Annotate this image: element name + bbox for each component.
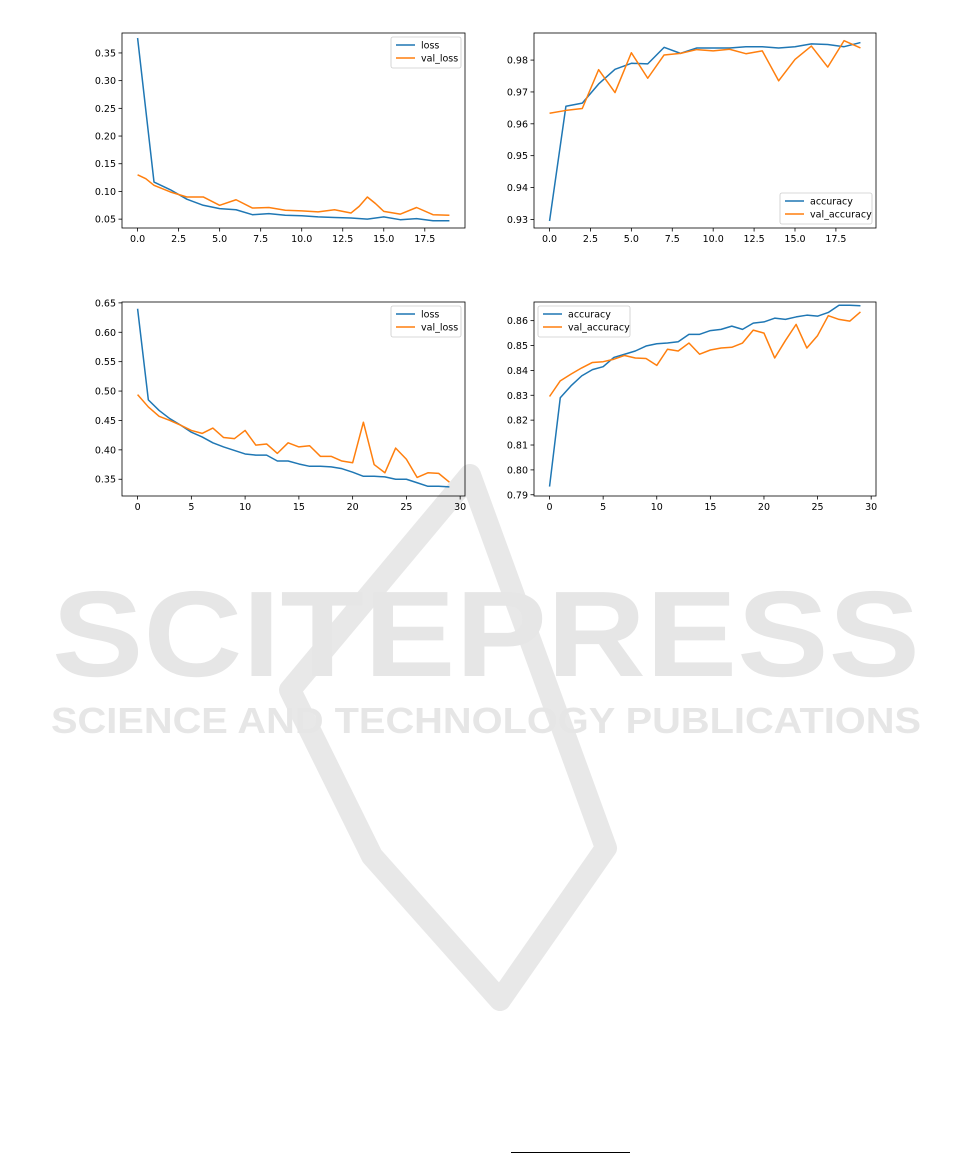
x-tick-label: 30 — [454, 502, 466, 513]
x-tick-label: 15 — [704, 502, 716, 513]
x-tick-label: 15.0 — [373, 234, 394, 245]
x-tick-label: 12.5 — [744, 234, 765, 245]
x-tick-label: 10.0 — [291, 234, 312, 245]
y-tick-label: 0.97 — [507, 87, 528, 98]
series-line-val-accuracy — [549, 39, 861, 115]
x-tick-label: 0.0 — [542, 234, 557, 245]
x-tick-label: 25 — [812, 502, 824, 513]
x-tick-label: 0 — [547, 502, 553, 513]
chart-4: 0 5 10 15 20 25 30 0.79 0.80 0.81 0.82 0.83 0.84 0.85… — [507, 301, 877, 513]
watermark-subtitle: SCIENCE AND TECHNOLOGY PUBLICATIONS — [51, 700, 921, 741]
legend: accuracy val_accuracy — [537, 305, 631, 338]
y-tick-label: 0.84 — [507, 366, 528, 377]
x-tick-label: 5.0 — [624, 234, 639, 245]
y-tick-label: 0.82 — [507, 416, 528, 427]
y-tick-label: 0.10 — [95, 187, 116, 198]
plot-frame — [121, 32, 466, 229]
x-tick-label: 25 — [400, 502, 412, 513]
y-tick-label: 0.45 — [95, 416, 116, 427]
x-tick-label: 10.0 — [703, 234, 724, 245]
series-line-loss — [136, 37, 450, 222]
chart-1: 0.0 2.5 5.0 7.5 10.0 12.5 15.0 17.5 0.05 0.10 0.15… — [95, 32, 466, 245]
chart-3: 0 5 10 15 20 25 30 0.35 0.40 0.45 0.50 0.55 0.60 0.65… — [95, 298, 466, 513]
y-tick-label: 0.40 — [95, 445, 116, 456]
y-tick-label: 0.95 — [507, 151, 528, 162]
y-tick-label: 0.30 — [95, 76, 116, 87]
y-tick-label: 0.35 — [95, 48, 116, 59]
y-tick-label: 0.94 — [507, 183, 528, 194]
x-tick-label: 5.0 — [212, 234, 227, 245]
y-tick-label: 0.35 — [95, 475, 116, 486]
y-tick-label: 0.60 — [95, 328, 116, 339]
y-tick-label: 0.20 — [95, 132, 116, 143]
x-tick-label: 5 — [188, 502, 194, 513]
x-tick-label: 2.5 — [171, 234, 186, 245]
x-tick-label: 15 — [293, 502, 305, 513]
y-tick-label: 0.65 — [95, 298, 116, 309]
legend-label-accuracy: accuracy — [568, 310, 611, 321]
legend-label-loss: loss — [421, 310, 439, 321]
legend-label-accuracy: accuracy — [810, 197, 853, 208]
watermark-emblem-icon — [279, 464, 617, 1011]
y-tick-label: 0.79 — [507, 490, 528, 501]
legend: loss val_loss — [390, 36, 462, 69]
legend-label-val-accuracy: val_accuracy — [810, 210, 872, 221]
legend-label-val-accuracy: val_accuracy — [568, 323, 630, 334]
y-tick-label: 0.83 — [507, 391, 528, 402]
x-tick-label: 20 — [758, 502, 770, 513]
y-tick-label: 0.05 — [95, 215, 116, 226]
series-line-val-loss — [137, 174, 450, 217]
series-line-loss — [136, 308, 450, 488]
x-tick-label: 0.0 — [130, 234, 145, 245]
footnote-rule — [511, 1152, 630, 1153]
y-tick-label: 0.85 — [507, 341, 528, 352]
legend-label-val-loss: val_loss — [421, 323, 458, 334]
legend: accuracy val_accuracy — [779, 192, 873, 225]
y-tick-label: 0.55 — [95, 357, 116, 368]
y-tick-label: 0.15 — [95, 159, 116, 170]
x-tick-label: 10 — [239, 502, 251, 513]
plot-frame — [121, 301, 466, 497]
x-tick-label: 5 — [600, 502, 606, 513]
x-tick-label: 30 — [865, 502, 877, 513]
plot-frame — [533, 32, 877, 229]
y-tick-label: 0.81 — [507, 441, 528, 452]
legend-label-val-loss: val_loss — [421, 54, 458, 65]
legend: loss val_loss — [390, 305, 462, 338]
x-tick-label: 17.5 — [414, 234, 435, 245]
x-tick-label: 20 — [347, 502, 359, 513]
x-tick-label: 15.0 — [784, 234, 805, 245]
plot-frame — [533, 301, 877, 497]
x-tick-label: 0 — [135, 502, 141, 513]
y-tick-label: 0.98 — [507, 56, 528, 67]
x-tick-label: 2.5 — [583, 234, 598, 245]
series-line-val-accuracy — [548, 311, 861, 397]
x-tick-label: 12.5 — [332, 234, 353, 245]
x-tick-label: 10 — [651, 502, 663, 513]
series-line-accuracy — [548, 304, 861, 487]
y-tick-label: 0.80 — [507, 465, 528, 476]
y-tick-label: 0.86 — [507, 316, 528, 327]
series-line-val-loss — [137, 394, 450, 483]
x-tick-label: 7.5 — [253, 234, 268, 245]
legend-label-loss: loss — [421, 41, 439, 52]
x-tick-label: 7.5 — [665, 234, 680, 245]
series-line-accuracy — [548, 41, 861, 222]
watermark-title: SCITEPRESS — [52, 566, 920, 702]
y-tick-label: 0.96 — [507, 119, 528, 130]
y-tick-label: 0.93 — [507, 215, 528, 226]
chart-2: 0.0 2.5 5.0 7.5 10.0 12.5 15.0 17.5 0.93 0.94 0.95… — [507, 32, 877, 245]
publisher-watermark: SCITEPRESS SCIENCE AND TECHNOLOGY PUBLIC… — [51, 464, 921, 1011]
x-tick-label: 17.5 — [825, 234, 846, 245]
charts-layer: 0.0 2.5 5.0 7.5 10.0 12.5 15.0 17.50.050.100.15… — [95, 32, 877, 513]
y-tick-label: 0.50 — [95, 387, 116, 398]
y-tick-label: 0.25 — [95, 104, 116, 115]
